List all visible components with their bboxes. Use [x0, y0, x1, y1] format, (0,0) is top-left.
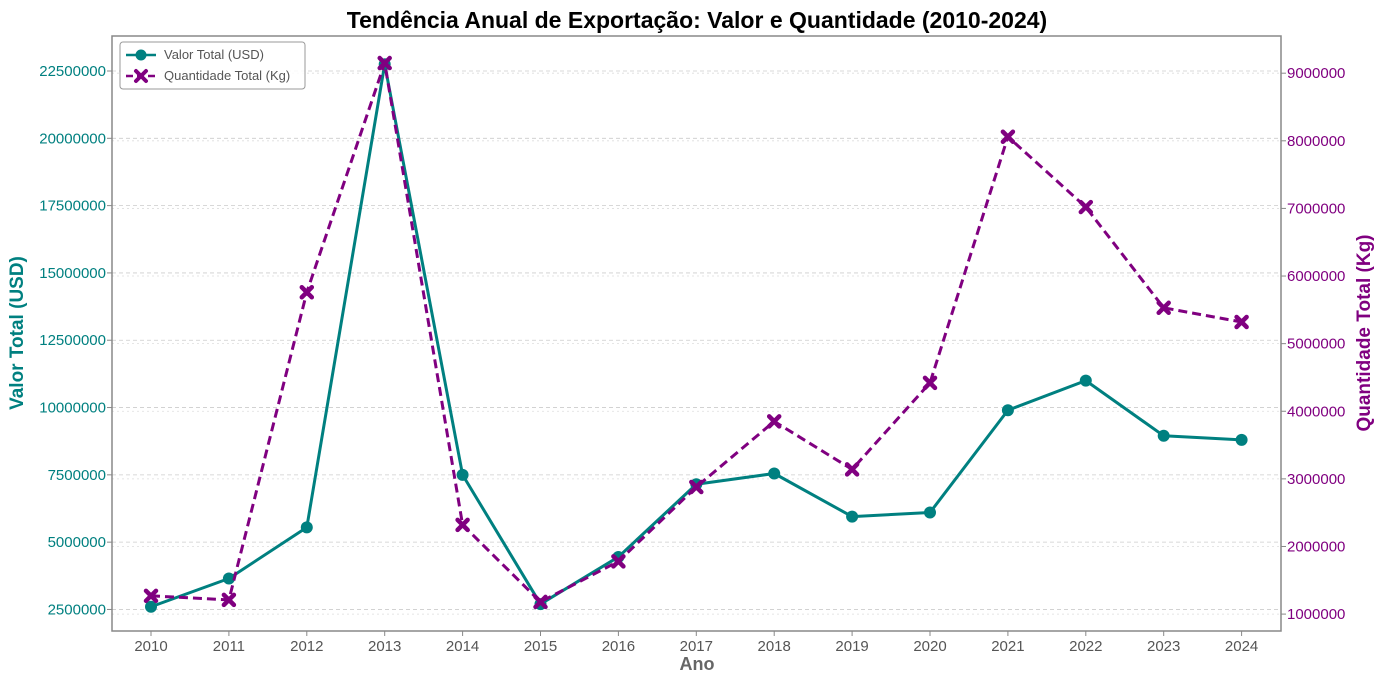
point-quantidade-2020: [922, 375, 938, 391]
x-tick-label-2015: 2015: [524, 638, 557, 655]
y-axis-left-label: Valor Total (USD): [7, 256, 28, 410]
y-right-tick-label-7: 8000000: [1287, 133, 1345, 150]
point-quantidade-2013: [377, 55, 392, 71]
y-right-tick-label-1: 2000000: [1287, 538, 1345, 555]
point-quantidade-2017: [689, 479, 704, 495]
y-right-tick-label-4: 5000000: [1287, 336, 1345, 353]
series-line-quantidade: [150, 61, 1242, 604]
x-tick-label-2024: 2024: [1225, 638, 1258, 655]
y-right-tick-label-0: 1000000: [1287, 606, 1345, 623]
grid-lines: [112, 70, 1281, 615]
point-quantidade-2018: [766, 414, 782, 429]
point-valor-2014: [456, 468, 469, 481]
legend: Valor Total (USD) Quantidade Total (Kg): [119, 41, 306, 90]
series-layer: [143, 55, 1249, 613]
legend-label-valor: Valor Total (USD): [164, 47, 264, 62]
x-axis-ticks: 2010 2011 2012 2013 2014 2015 2016 2017 2018 2019…: [134, 631, 1258, 655]
x-tick-label-2011: 2011: [213, 638, 245, 655]
point-valor-2010: [145, 600, 157, 613]
y-right-tick-label-3: 4000000: [1287, 403, 1345, 420]
point-quantidade-2019: [844, 462, 860, 477]
x-tick-label-2012: 2012: [290, 638, 323, 655]
point-quantidade-2023: [1156, 300, 1171, 316]
y-right-tick-label-5: 6000000: [1287, 268, 1345, 285]
point-valor-2024: [1235, 433, 1248, 446]
y-left-tick-label-7: 20000000: [39, 130, 106, 147]
y-axis-right-ticks: 1000000 2000000 3000000 4000000 5000000 60000…: [1281, 65, 1345, 623]
series-line-valor: [150, 62, 1242, 609]
y-right-tick-label-6: 7000000: [1287, 200, 1345, 217]
y-right-tick-label-8: 9000000: [1287, 65, 1345, 82]
legend-entry-valor: Valor Total (USD): [126, 47, 264, 62]
y-left-tick-label-4: 12500000: [39, 332, 106, 349]
chart-title: Tendência Anual de Exportação: Valor e Q…: [347, 7, 1047, 33]
point-quantidade-2022: [1078, 199, 1094, 215]
point-quantidade-2021: [1000, 129, 1016, 144]
point-quantidade-2015: [533, 594, 548, 610]
point-quantidade-2010: [143, 588, 159, 604]
x-tick-label-2022: 2022: [1069, 638, 1102, 655]
legend-marker-quantidade: [134, 69, 148, 83]
point-valor-2011: [222, 572, 235, 585]
x-tick-label-2020: 2020: [913, 638, 946, 655]
x-tick-label-2016: 2016: [602, 638, 635, 655]
point-valor-2020: [924, 506, 936, 519]
point-quantidade-2012: [299, 285, 315, 300]
x-tick-label-2019: 2019: [835, 638, 868, 655]
y-left-tick-label-1: 5000000: [48, 534, 106, 551]
point-quantidade-2024: [1234, 314, 1249, 330]
x-tick-label-2014: 2014: [446, 638, 479, 655]
point-quantidade-2014: [455, 517, 470, 533]
y-left-tick-label-2: 7500000: [48, 467, 106, 484]
x-axis-label: Ano: [680, 654, 715, 674]
y-left-tick-label-6: 17500000: [39, 198, 106, 215]
point-valor-2023: [1157, 429, 1170, 442]
point-quantidade-2011: [221, 592, 237, 608]
point-valor-2019: [846, 510, 859, 523]
point-valor-2012: [300, 521, 313, 534]
point-valor-2018: [768, 467, 781, 480]
x-tick-label-2017: 2017: [680, 638, 713, 655]
y-left-tick-label-0: 2500000: [48, 601, 106, 618]
x-tick-label-2018: 2018: [758, 638, 791, 655]
x-tick-label-2023: 2023: [1147, 638, 1180, 655]
y-axis-left-ticks: 2500000 5000000 7500000 10000000 12500000 150…: [39, 63, 112, 618]
y-left-tick-label-3: 10000000: [39, 400, 106, 417]
point-valor-2021: [1001, 404, 1014, 417]
legend-label-quantidade: Quantidade Total (Kg): [164, 68, 290, 83]
x-tick-label-2021: 2021: [991, 638, 1024, 655]
legend-entry-quantidade: Quantidade Total (Kg): [126, 68, 290, 83]
x-tick-label-2010: 2010: [134, 638, 167, 655]
point-quantidade-2016: [611, 554, 626, 569]
point-valor-2022: [1079, 374, 1092, 387]
y-right-tick-label-2: 3000000: [1287, 471, 1345, 488]
x-tick-label-2013: 2013: [368, 638, 401, 655]
y-axis-right-label: Quantidade Total (Kg): [1354, 234, 1375, 431]
legend-box: [119, 41, 306, 90]
legend-marker-valor: [135, 49, 147, 61]
y-left-tick-label-8: 22500000: [39, 63, 106, 80]
y-left-tick-label-5: 15000000: [39, 265, 106, 282]
